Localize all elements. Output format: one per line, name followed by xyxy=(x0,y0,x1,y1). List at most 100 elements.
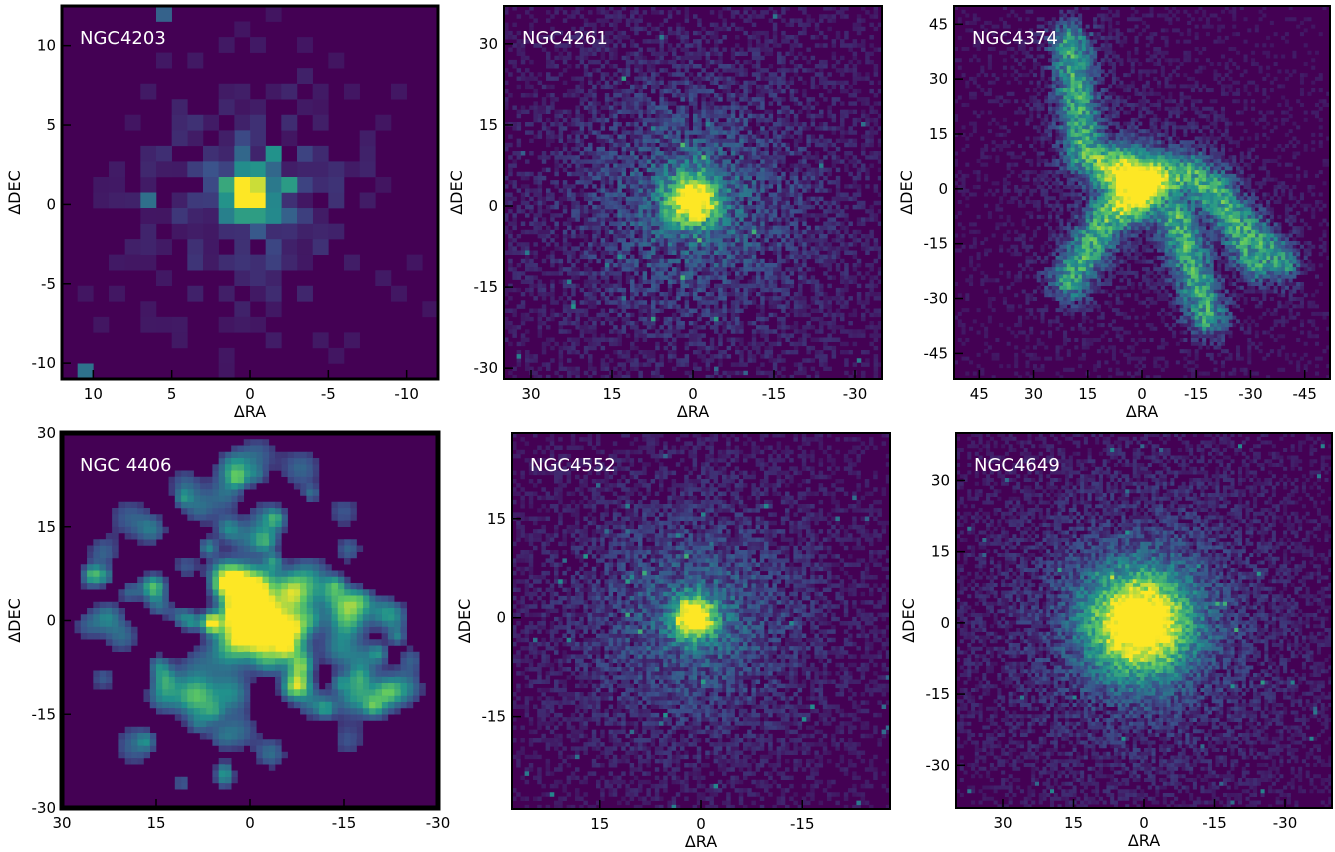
image-pixels xyxy=(199,683,207,690)
image-pixels xyxy=(663,192,669,197)
image-pixels xyxy=(680,616,685,622)
image-pixels xyxy=(1170,631,1175,636)
image-pixels xyxy=(1096,226,1101,231)
image-pixels xyxy=(265,239,282,255)
x-tick-label: -10 xyxy=(394,385,419,403)
x-tick-label: 0 xyxy=(1137,385,1147,403)
image-pixels xyxy=(684,225,690,231)
image-pixels xyxy=(680,167,685,173)
image-pixels xyxy=(99,551,107,559)
image-pixels xyxy=(583,554,588,559)
x-tick-label: 15 xyxy=(1064,814,1083,832)
image-pixels xyxy=(262,651,270,659)
image-pixels xyxy=(203,161,219,178)
image-pixels xyxy=(709,213,715,218)
image-pixels xyxy=(218,633,226,640)
image-pixels xyxy=(693,221,698,226)
image-pixels xyxy=(714,316,719,322)
image-pixels xyxy=(243,570,251,578)
image-pixels xyxy=(262,645,270,653)
image-pixels xyxy=(231,483,238,490)
image-pixels xyxy=(1243,226,1248,231)
image-pixels xyxy=(675,616,681,622)
image-pixels xyxy=(688,171,694,177)
image-pixels xyxy=(1074,121,1079,126)
image-pixels xyxy=(692,629,698,634)
image-pixels xyxy=(629,595,635,601)
image-pixels xyxy=(1113,586,1118,591)
image-pixels xyxy=(1172,185,1177,190)
image-pixels xyxy=(1159,646,1164,651)
image-pixels xyxy=(156,6,172,22)
panel-title: NGC4203 xyxy=(80,28,166,49)
image-pixels xyxy=(1089,233,1094,238)
image-pixels xyxy=(713,612,719,618)
image-pixels xyxy=(1157,170,1162,175)
image-pixels xyxy=(680,221,685,226)
panel-ngc4649: 30 15 0 -15 -30 30 15 0 -15 -30 NGC4649 ΔRA ΔDEC xyxy=(899,432,1333,850)
image-pixels xyxy=(676,192,681,222)
y-tick-label: 5 xyxy=(46,116,56,134)
x-tick-label: 0 xyxy=(1139,814,1149,832)
panel-ngc4374: 45 30 15 0 -15 -30 -45 45 30 15 0 -15 -30 -45 NGC4374 Δ… xyxy=(897,5,1331,421)
y-tick-label: 15 xyxy=(37,518,56,536)
image-pixels xyxy=(709,604,719,639)
x-tick-label: 15 xyxy=(1078,385,1097,403)
image-pixels xyxy=(672,192,677,197)
image-pixels xyxy=(709,217,715,222)
image-pixels xyxy=(1104,214,1109,219)
image-pixels xyxy=(268,576,276,584)
image-pixels xyxy=(193,683,201,690)
image-pixels xyxy=(224,564,232,571)
image-pixels xyxy=(680,600,710,630)
image-pixels xyxy=(1085,229,1105,249)
image-pixels xyxy=(293,676,301,684)
image-pixels xyxy=(693,175,698,181)
image-pixels xyxy=(1149,196,1154,201)
image-pixels xyxy=(659,171,681,193)
emission-image xyxy=(77,6,439,380)
image-pixels xyxy=(1098,631,1103,636)
image-pixels xyxy=(218,595,226,603)
image-pixels xyxy=(709,625,714,630)
image-pixels xyxy=(1172,233,1195,253)
image-pixels xyxy=(1132,669,1145,681)
image-pixels xyxy=(675,604,681,609)
image-pixels xyxy=(1136,654,1141,659)
image-pixels xyxy=(281,176,298,193)
image-pixels xyxy=(701,637,706,643)
image-pixels xyxy=(1202,326,1207,331)
image-pixels xyxy=(701,600,706,605)
image-pixels xyxy=(713,621,719,626)
emission-image xyxy=(954,6,1331,380)
x-tick-label: 15 xyxy=(602,385,621,403)
image-pixels xyxy=(1215,594,1220,599)
image-pixels xyxy=(143,508,151,515)
image-pixels xyxy=(337,633,345,640)
image-pixels xyxy=(684,633,689,639)
y-axis-label: ΔDEC xyxy=(5,598,24,643)
image-pixels xyxy=(1136,586,1141,591)
image-pixels xyxy=(1083,613,1088,618)
x-tick-label: 30 xyxy=(52,814,71,832)
image-pixels xyxy=(680,595,685,601)
image-pixels xyxy=(638,554,891,680)
image-pixels xyxy=(1205,304,1210,309)
image-pixels xyxy=(1110,658,1115,663)
image-pixels xyxy=(680,629,685,634)
image-pixels xyxy=(1136,594,1141,599)
image-pixels xyxy=(1125,590,1130,595)
image-pixels xyxy=(1095,624,1100,629)
image-pixels xyxy=(287,658,295,696)
image-pixels xyxy=(1196,654,1201,659)
image-pixels xyxy=(1190,274,1195,279)
image-pixels xyxy=(675,612,681,618)
image-pixels xyxy=(224,733,232,740)
image-pixels xyxy=(1151,586,1156,591)
image-pixels xyxy=(243,645,251,653)
image-pixels xyxy=(234,161,251,178)
image-pixels xyxy=(1136,579,1141,584)
image-pixels xyxy=(1170,605,1175,610)
image-pixels xyxy=(672,225,677,231)
